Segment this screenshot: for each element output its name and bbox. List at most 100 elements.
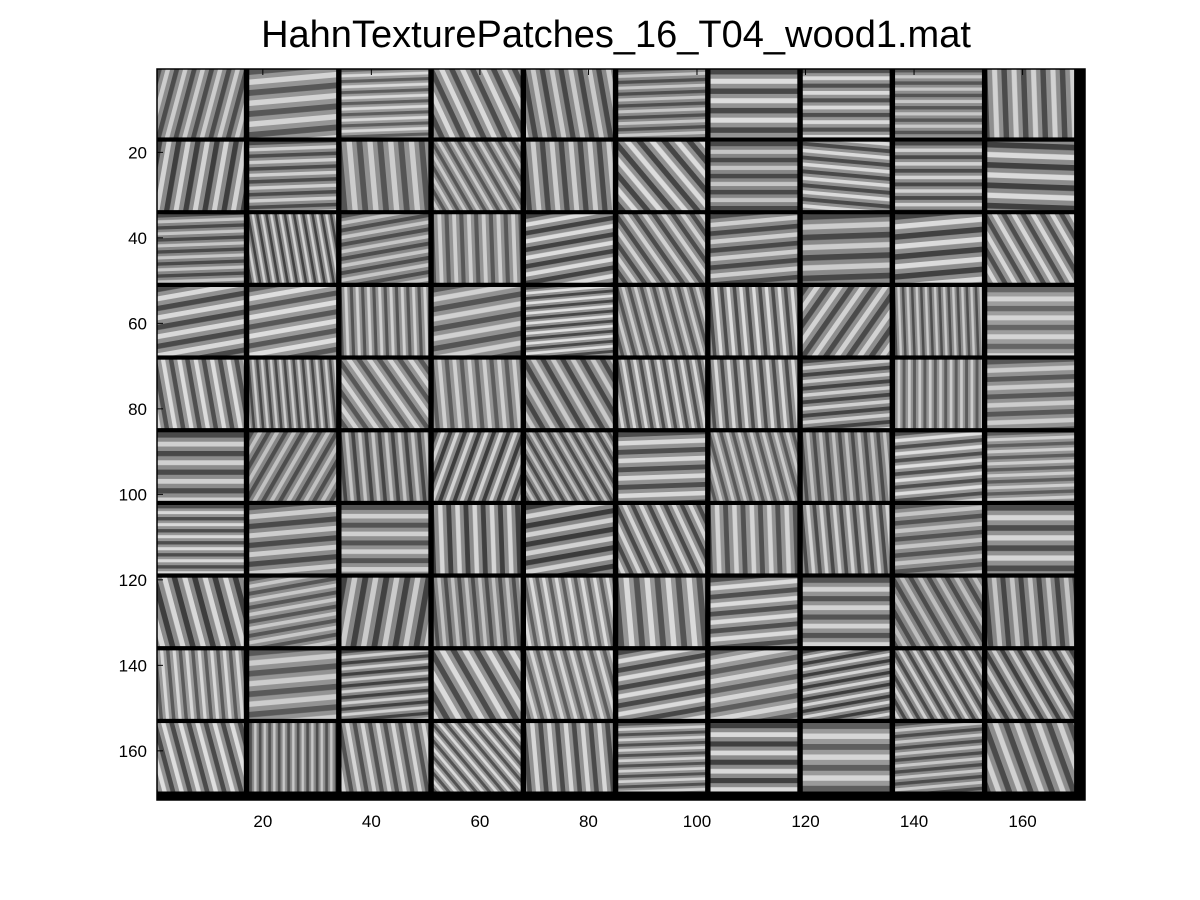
chart-title: HahnTexturePatches_16_T04_wood1.mat (261, 14, 971, 56)
texture-patch-shading-r7-c10 (987, 505, 1075, 574)
texture-patch-shading-r1-c1 (157, 69, 244, 138)
texture-patch-shading-r2-c6 (618, 141, 706, 211)
texture-patch-r8-c7 (710, 577, 798, 647)
texture-patch-r3-c9 (895, 214, 982, 283)
y-tick-label-160: 160 (119, 742, 147, 761)
axes-frame (156, 68, 1086, 801)
texture-patch-r4-c8 (802, 287, 890, 356)
texture-patch-shading-r5-c4 (433, 359, 521, 429)
texture-patch-shading-r4-c7 (710, 287, 798, 356)
texture-patch-shading-r9-c8 (802, 650, 890, 719)
texture-patch-r10-c7 (710, 723, 798, 792)
texture-patch-shading-r8-c3 (341, 577, 429, 647)
texture-patch-shading-r8-c4 (433, 577, 521, 647)
texture-patch-shading-r5-c7 (710, 359, 798, 429)
texture-patch-shading-r7-c9 (895, 505, 982, 574)
texture-patch-shading-r10-c9 (895, 723, 982, 792)
texture-patch-r1-c1 (157, 69, 244, 138)
texture-patch-r7-c10 (987, 505, 1075, 574)
texture-patch-r1-c3 (341, 69, 429, 138)
tick-layer: 20 40 60 80 100 120 140 160 20 40 60 80 100 120 140 160 (119, 69, 1085, 831)
texture-patch-r3-c6 (618, 214, 706, 283)
texture-patch-shading-r10-c4 (433, 723, 521, 792)
texture-patch-shading-r3-c3 (341, 214, 429, 283)
texture-patch-shading-r7-c8 (802, 505, 890, 574)
texture-patch-shading-r6-c5 (526, 432, 613, 501)
texture-patch-r10-c1 (157, 723, 244, 792)
texture-patch-shading-r8-c5 (526, 577, 613, 647)
texture-patch-r3-c5 (526, 214, 613, 283)
texture-patch-r4-c1 (157, 287, 244, 356)
texture-patch-shading-r7-c7 (710, 505, 798, 574)
texture-patch-shading-r6-c10 (987, 432, 1075, 501)
texture-patch-r9-c4 (433, 650, 521, 719)
texture-patch-r5-c1 (157, 359, 244, 429)
texture-patch-shading-r10-c2 (249, 723, 337, 792)
texture-patch-r1-c2 (249, 69, 337, 138)
texture-patch-r7-c3 (341, 505, 429, 574)
texture-patch-r6-c8 (802, 432, 890, 501)
texture-patch-shading-r7-c6 (618, 505, 706, 574)
texture-patch-shading-r2-c2 (249, 141, 337, 211)
x-tick-label-60: 60 (470, 812, 489, 831)
texture-patch-shading-r2-c4 (433, 141, 521, 211)
texture-patch-r5-c2 (249, 359, 337, 429)
texture-patch-r3-c4 (433, 214, 521, 283)
texture-patch-r4-c6 (618, 287, 706, 356)
texture-patch-r1-c9 (895, 69, 982, 138)
texture-patch-shading-r4-c4 (433, 287, 521, 356)
texture-patch-shading-r3-c5 (526, 214, 613, 283)
texture-patch-shading-r2-c7 (710, 141, 798, 211)
texture-patch-r10-c2 (249, 723, 337, 792)
texture-patch-r7-c1 (157, 505, 244, 574)
texture-patch-r9-c9 (895, 650, 982, 719)
texture-patch-r5-c8 (802, 359, 890, 429)
texture-patch-r9-c1 (157, 650, 244, 719)
texture-patch-shading-r6-c6 (618, 432, 706, 501)
texture-patch-r5-c7 (710, 359, 798, 429)
texture-patch-r10-c4 (433, 723, 521, 792)
texture-patch-shading-r1-c4 (433, 69, 521, 138)
x-tick-label-120: 120 (791, 812, 819, 831)
texture-patch-r4-c5 (526, 287, 613, 356)
texture-patch-r9-c5 (526, 650, 613, 719)
texture-patch-r5-c10 (987, 359, 1075, 429)
texture-patch-r5-c6 (618, 359, 706, 429)
texture-patch-shading-r7-c3 (341, 505, 429, 574)
x-tick-label-100: 100 (683, 812, 711, 831)
texture-patch-shading-r4-c8 (802, 287, 890, 356)
texture-patch-r3-c7 (710, 214, 798, 283)
texture-patch-shading-r8-c8 (802, 577, 890, 647)
texture-patch-shading-r4-c6 (618, 287, 706, 356)
texture-patch-r1-c7 (710, 69, 798, 138)
texture-patch-r7-c6 (618, 505, 706, 574)
plot-area (157, 69, 1085, 800)
texture-patch-r2-c8 (802, 141, 890, 211)
texture-patch-shading-r1-c9 (895, 69, 982, 138)
texture-patch-shading-r5-c5 (526, 359, 613, 429)
texture-patch-r4-c4 (433, 287, 521, 356)
texture-patch-r5-c9 (895, 359, 982, 429)
texture-patch-shading-r1-c8 (802, 69, 890, 138)
texture-patch-shading-r4-c1 (157, 287, 244, 356)
texture-patch-r3-c10 (987, 214, 1075, 283)
texture-patch-r7-c8 (802, 505, 890, 574)
texture-patch-shading-r4-c2 (249, 287, 337, 356)
texture-patch-shading-r3-c2 (249, 214, 337, 283)
texture-patch-shading-r8-c1 (157, 577, 244, 647)
y-tick-label-20: 20 (128, 143, 147, 162)
texture-patch-r1-c4 (433, 69, 521, 138)
texture-patch-shading-r6-c7 (710, 432, 798, 501)
texture-patch-shading-r4-c3 (341, 287, 429, 356)
texture-patch-shading-r3-c9 (895, 214, 982, 283)
x-tick-label-160: 160 (1008, 812, 1036, 831)
texture-patch-shading-r9-c1 (157, 650, 244, 719)
texture-patch-r10-c9 (895, 723, 982, 792)
texture-patch-shading-r7-c4 (433, 505, 521, 574)
texture-patch-r10-c6 (618, 723, 706, 792)
texture-patch-shading-r5-c10 (987, 359, 1075, 429)
texture-patch-r8-c1 (157, 577, 244, 647)
x-tick-label-80: 80 (579, 812, 598, 831)
texture-patch-r3-c2 (249, 214, 337, 283)
